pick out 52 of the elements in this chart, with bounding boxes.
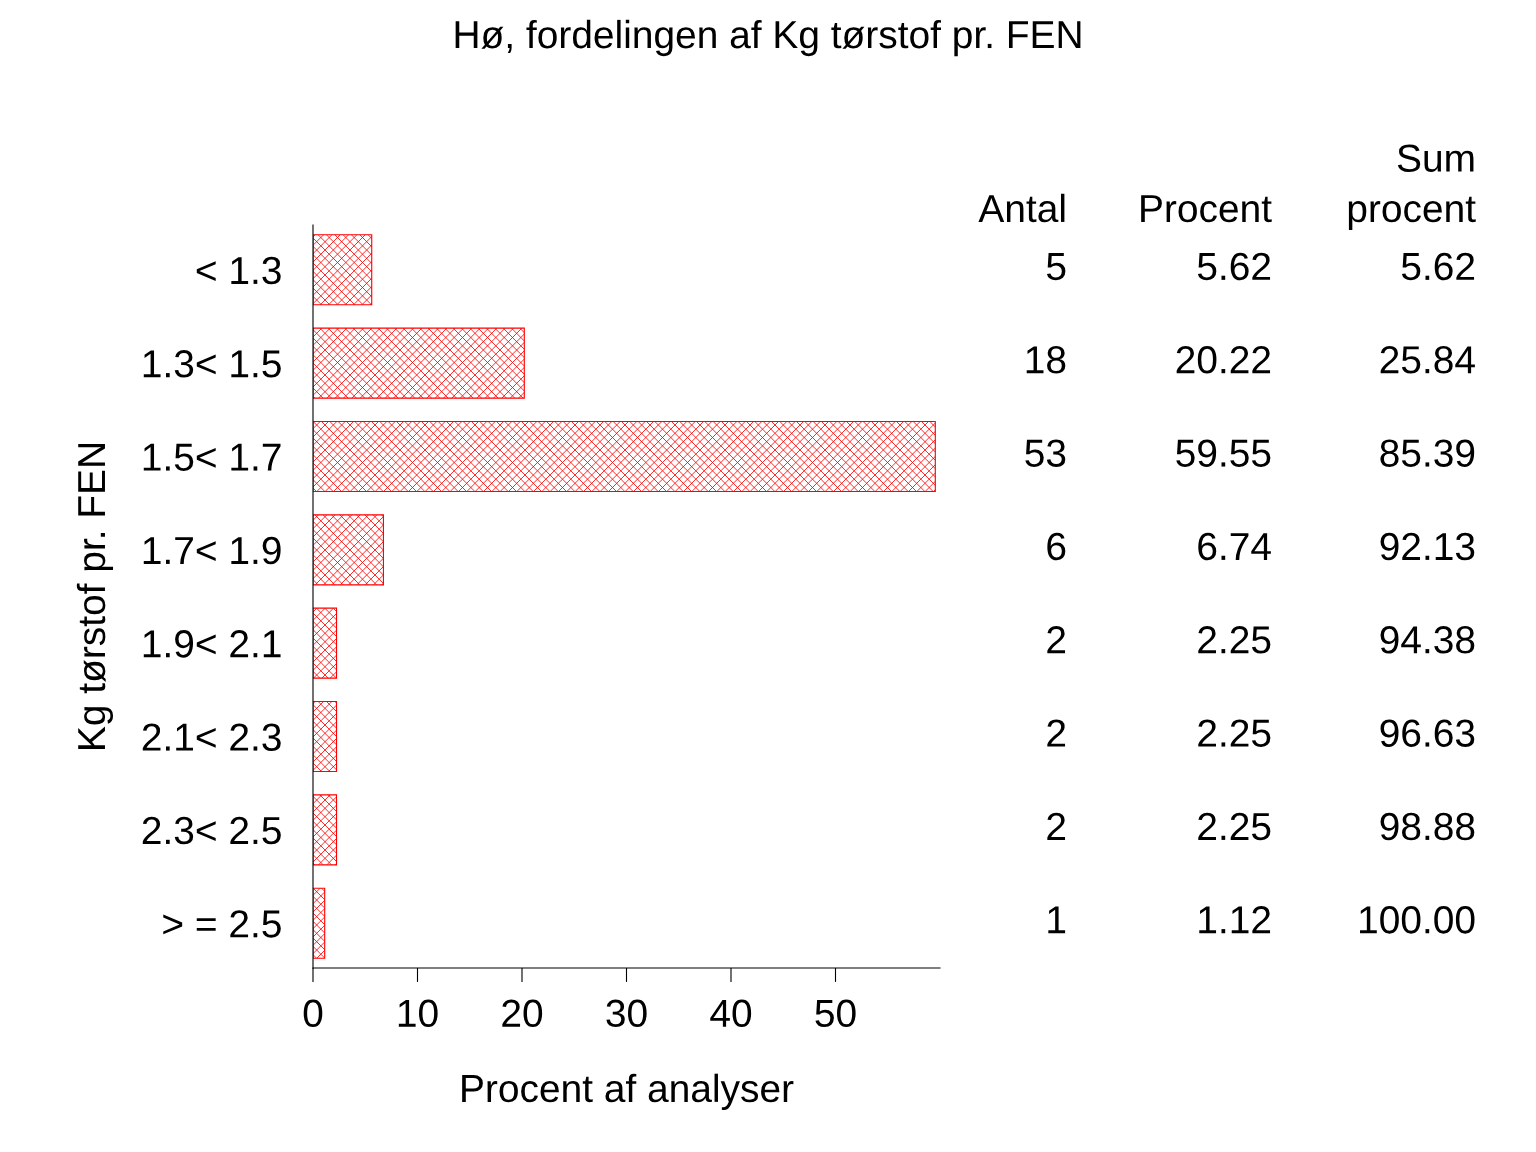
data-label: 2.25 bbox=[1198, 812, 1271, 841]
data-label: 1.12 bbox=[1199, 906, 1271, 934]
bar bbox=[313, 794, 338, 866]
x-tick-label: 40 bbox=[710, 999, 752, 1028]
y-axis-title: Kg tørstof pr. FEN bbox=[76, 444, 114, 749]
x-axis-title: Procent af analyser bbox=[462, 1073, 794, 1110]
text: 1 bbox=[1048, 906, 1066, 934]
text: 2 bbox=[1047, 719, 1066, 747]
text: 96.63 bbox=[1380, 719, 1475, 747]
y-tick-label: < 1.3 bbox=[196, 256, 281, 285]
text: Antal bbox=[978, 193, 1065, 223]
text: 92.13 bbox=[1380, 532, 1475, 561]
data-label: 59.55 bbox=[1176, 439, 1271, 467]
text: Sum procent bbox=[1348, 144, 1476, 230]
y-tick-label: 1.9< 2.1 bbox=[143, 630, 281, 658]
data-label: 5.62 bbox=[1197, 252, 1271, 281]
text: 53 bbox=[1025, 439, 1066, 467]
text: 100.00 bbox=[1360, 906, 1475, 934]
x-tick-label: 50 bbox=[815, 999, 856, 1028]
text: 25.84 bbox=[1380, 346, 1475, 374]
text: Procent bbox=[1141, 195, 1272, 223]
bar bbox=[313, 234, 373, 306]
y-tick-label: 1.5< 1.7 bbox=[143, 443, 281, 471]
bar bbox=[313, 514, 384, 586]
y-tick-label: > = 2.5 bbox=[163, 910, 281, 938]
data-label: 6.74 bbox=[1198, 532, 1271, 561]
text: 5 bbox=[1046, 253, 1066, 281]
text: 94.38 bbox=[1380, 626, 1475, 654]
data-label: 2.25 bbox=[1198, 626, 1271, 654]
x-tick-label: 10 bbox=[398, 999, 438, 1028]
text: 2 bbox=[1047, 812, 1066, 840]
text: 18 bbox=[1026, 346, 1066, 374]
y-tick-label: 1.7< 1.9 bbox=[143, 536, 281, 565]
data-label: 2.25 bbox=[1198, 719, 1271, 747]
x-tick-label: 0 bbox=[303, 999, 323, 1028]
data-label: 20.22 bbox=[1176, 346, 1271, 374]
x-tick-label: 30 bbox=[606, 999, 647, 1028]
text: 98.88 bbox=[1380, 812, 1475, 841]
chart-title: Hø, fordelingen af Kg tørstof pr. FEN bbox=[455, 19, 1081, 57]
bar bbox=[313, 327, 525, 399]
bar bbox=[313, 420, 936, 493]
text: 2 bbox=[1047, 626, 1066, 654]
text: 85.39 bbox=[1380, 439, 1475, 467]
bar bbox=[313, 607, 338, 679]
y-tick-label: 1.3< 1.5 bbox=[143, 350, 281, 378]
text: 5.62 bbox=[1401, 252, 1475, 281]
bar bbox=[313, 700, 338, 773]
y-tick-label: 2.1< 2.3 bbox=[142, 723, 281, 751]
text: 6 bbox=[1047, 532, 1066, 561]
bar bbox=[313, 887, 326, 959]
x-tick-label: 20 bbox=[502, 999, 543, 1028]
y-tick-label: 2.3< 2.5 bbox=[142, 816, 281, 845]
